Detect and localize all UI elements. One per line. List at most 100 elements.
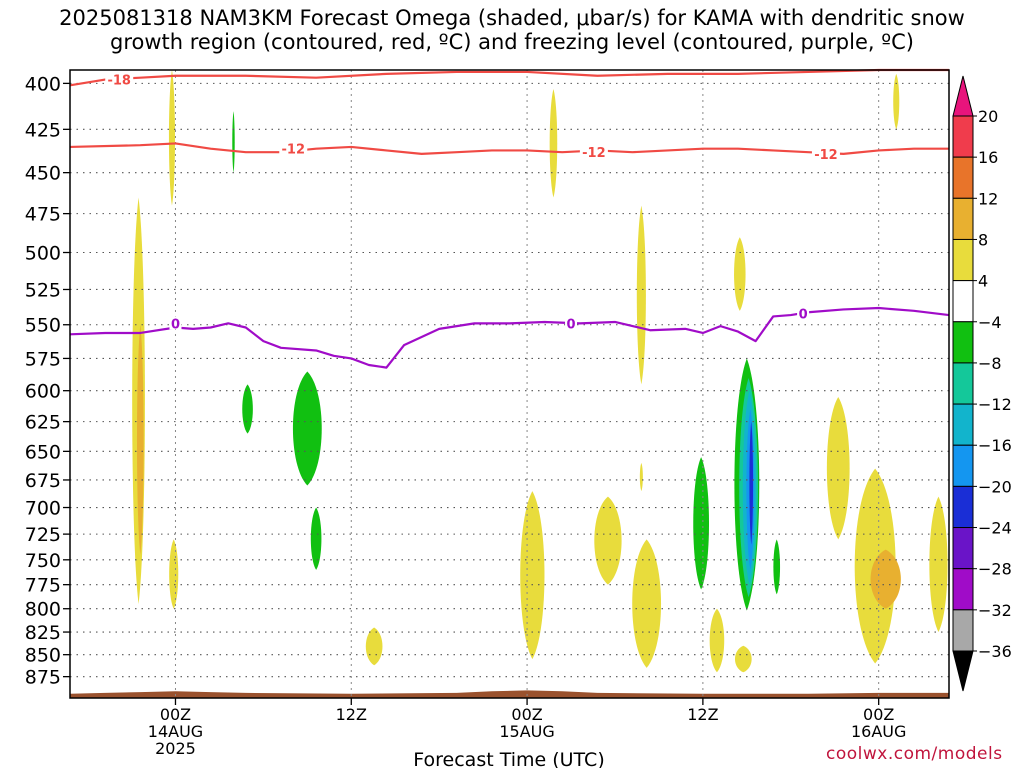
colorbar-swatch-3 [952,238,974,282]
y-tick-label-575: 575 [25,348,61,370]
omega-region-7 [310,507,322,570]
omega-region-1 [136,324,144,555]
x-tick-sublabel-20: 15AUG [499,722,554,741]
x-tick-label-40: 00Z [863,705,894,724]
colorbar-label-5: −4 [978,313,1002,332]
y-tick-label-875: 875 [25,667,61,689]
colorbar-swatch-4 [952,280,974,323]
colorbar-swatch-7 [952,403,974,446]
x-tick-sublabel-0: 14AUG [148,722,203,741]
contour-label-5: 0 [567,317,576,332]
omega-region-28 [893,73,900,130]
title-line-1: 2025081318 NAM3KM Forecast Omega (shaded… [59,6,965,30]
omega-region-13 [636,205,646,385]
colorbar-label-7: −12 [978,395,1012,414]
y-tick-label-450: 450 [25,163,61,185]
omega-region-4 [232,111,235,173]
credit-text: coolwx.com/models [826,744,1003,764]
contour-label-bg-6 [797,306,810,320]
y-tick-label-750: 750 [25,550,61,572]
terrain-layer [70,690,949,698]
colorbar-label-10: −24 [978,519,1012,538]
y-tick-label-500: 500 [25,243,61,265]
contour-freezing-level [69,306,950,369]
omega-region-27 [870,549,901,609]
colorbar-top-arrow [952,75,974,117]
colorbar: 20 16 12 8 4 −4 −8 −12 −16 −20 −24 −28 −32 −36 [952,75,1012,692]
y-tick-label-700: 700 [25,498,61,520]
colorbar-bottom-arrow [952,650,974,692]
y-tick-label-650: 650 [25,441,61,463]
contour-label-bg-2 [579,145,608,159]
y-tick-label-725: 725 [25,524,61,546]
omega-region-29 [929,496,948,633]
contour-label-bg-3 [811,146,840,160]
y-tick-label-525: 525 [25,279,61,301]
omega-region-8 [365,627,383,666]
omega-region-15 [693,457,710,590]
y-tick-label-850: 850 [25,645,61,667]
colorbar-swatch-11 [952,568,974,611]
x-tick-label-20: 00Z [511,705,542,724]
contour-label-bg-0 [105,72,134,86]
x-tick-label-0: 00Z [160,705,191,724]
y-tick-label-825: 825 [25,622,61,644]
omega-region-11 [594,496,622,585]
contour-label-bg-1 [279,141,308,155]
contour-layer [69,68,950,369]
omega-region-25 [826,396,850,540]
omega-region-17 [734,645,752,673]
x-tick-label-30: 12Z [687,705,718,724]
colorbar-label-12: −32 [978,601,1012,620]
omega-region-2 [168,70,175,206]
title-line-2: growth region (contoured, red, ºC) and f… [110,30,914,54]
contour-label-4: 0 [171,317,180,332]
colorbar-label-3: 8 [978,230,988,249]
y-tick-label-550: 550 [25,315,61,337]
contour-dgz-lower [69,142,949,155]
colorbar-label-0: 20 [978,107,998,126]
colorbar-swatch-9 [952,485,974,529]
y-tick-label-425: 425 [25,119,61,141]
omega-region-23 [749,421,754,545]
omega-region-18 [734,237,746,311]
colorbar-label-4: 4 [978,272,988,291]
contour-label-layer: -18 -12 -12 -12 0 0 0 [105,72,840,332]
y-tick-label-475: 475 [25,204,61,226]
colorbar-label-13: −36 [978,642,1012,661]
y-tick-label-675: 675 [25,470,61,492]
y-tick-label-625: 625 [25,412,61,434]
plot-frame [69,69,950,699]
contour-label-3: -12 [814,148,838,163]
omega-region-10 [549,89,558,198]
omega-region-14 [639,462,643,492]
contour-label-bg-5 [565,316,578,330]
omega-region-24 [773,539,781,595]
colorbar-swatch-1 [952,156,974,199]
x-axis-label: Forecast Time (UTC) [413,749,604,768]
colorbar-swatch-2 [952,197,974,240]
omega-region-3 [169,539,179,609]
contour-dgz-upper [69,68,949,87]
contour-label-0: -18 [107,74,131,89]
contour-label-6: 0 [799,308,808,323]
colorbar-swatch-5 [952,321,974,364]
colorbar-label-11: −28 [978,560,1012,579]
x-tick-year-0: 2025 [155,739,196,758]
x-tick-label-10: 12Z [336,705,367,724]
omega-region-6 [292,371,322,486]
x-tick-sublabel-40: 16AUG [851,722,906,741]
omega-region-16 [709,608,725,673]
terrain-fill [70,690,949,698]
contour-label-2: -12 [582,146,606,161]
y-tick-label-400: 400 [25,73,61,95]
contour-label-bg-4 [169,316,182,330]
contour-label-1: -12 [282,143,306,158]
y-tick-label-775: 775 [25,575,61,597]
colorbar-swatch-6 [952,362,974,405]
colorbar-swatch-8 [952,444,974,487]
omega-region-9 [520,491,545,660]
chart-title: 2025081318 NAM3KM Forecast Omega (shaded… [0,6,1024,54]
